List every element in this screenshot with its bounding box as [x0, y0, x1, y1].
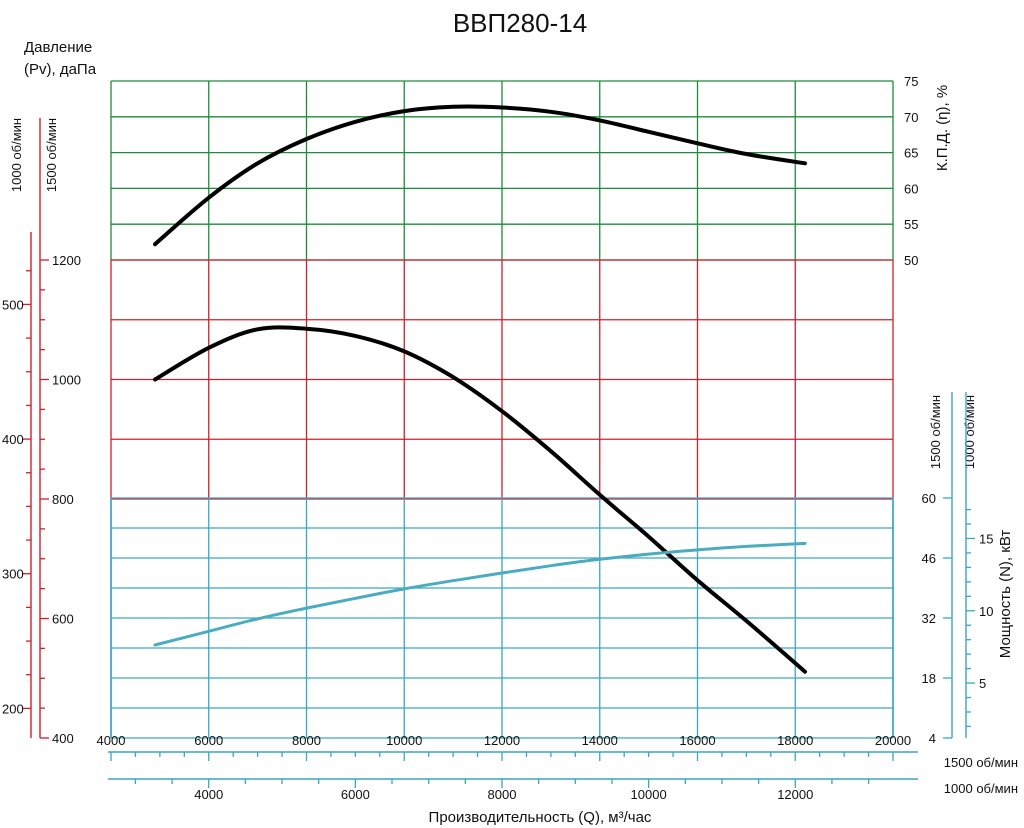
pressure-curve [153, 325, 807, 674]
x-1500-tick-label: 14000 [582, 733, 618, 748]
x-1500-tick-label: 10000 [386, 733, 422, 748]
x-axis-1000-name: 1000 об/мин [944, 781, 1018, 796]
power-1000-tick-label: 15 [979, 531, 993, 546]
efficiency-tick-label: 60 [904, 181, 918, 196]
pressure-axis-title-line2: (Pv), даПа [24, 61, 97, 78]
x-1500-tick-label: 20000 [875, 733, 911, 748]
pressure-1500-tick-label: 1200 [52, 253, 81, 268]
plot-area: 400 600 800 1000 1200 200 300 400 500 50 55 60 65 70 7… [2, 74, 993, 802]
power-scale-1500-name: 1500 об/мин [928, 395, 943, 469]
pressure-1000-tick-label: 400 [2, 432, 24, 447]
efficiency-curve [153, 104, 807, 247]
x-1000-tick-label: 8000 [488, 787, 517, 802]
x-1500-tick-label: 12000 [484, 733, 520, 748]
power-1500-tick-label: 18 [922, 671, 936, 686]
pressure-axis-title-line1: Давление [24, 39, 92, 56]
power-scale-1000-name: 1000 об/мин [962, 395, 977, 469]
x-1500-tick-label: 8000 [292, 733, 321, 748]
x-1000-tick-label: 6000 [341, 787, 370, 802]
pressure-1500-tick-label: 800 [52, 492, 74, 507]
efficiency-tick-label: 55 [904, 217, 918, 232]
efficiency-axis-title: К.П.Д. (η), % [934, 85, 951, 171]
pressure-1000-tick-label: 200 [2, 701, 24, 716]
pressure-scale-1500-name: 1500 об/мин [44, 118, 59, 192]
efficiency-tick-label: 65 [904, 146, 918, 161]
pressure-1500-tick-label: 600 [52, 612, 74, 627]
efficiency-tick-label: 50 [904, 253, 918, 268]
power-1000-tick-label: 10 [979, 604, 993, 619]
x-1000-tick-label: 4000 [194, 787, 223, 802]
power-1000-tick-label: 5 [979, 676, 986, 691]
x-1500-tick-label: 6000 [194, 733, 223, 748]
power-curve [153, 541, 807, 647]
pressure-1500-tick-label: 1000 [52, 373, 81, 388]
pressure-scale-1000-name: 1000 об/мин [9, 118, 24, 192]
x-1500-tick-label: 18000 [777, 733, 813, 748]
pressure-1000-tick-label: 500 [2, 297, 24, 312]
chart-title: ВВП280-14 [453, 8, 587, 38]
power-1500-tick-label: 46 [922, 551, 936, 566]
power-axis-title: Мощность (N), кВт [997, 530, 1014, 659]
pressure-1500-tick-label: 400 [52, 731, 74, 746]
power-1500-tick-label: 4 [929, 731, 936, 746]
power-1500-tick-label: 60 [922, 491, 936, 506]
efficiency-tick-label: 70 [904, 110, 918, 125]
x-1500-tick-label: 16000 [679, 733, 715, 748]
x-1500-tick-label: 4000 [97, 733, 126, 748]
pressure-1000-tick-label: 300 [2, 567, 24, 582]
x-1000-tick-label: 10000 [631, 787, 667, 802]
x-1000-tick-label: 12000 [777, 787, 813, 802]
x-axis-title: Производительность (Q), м³/час [429, 809, 652, 826]
x-axis-1500-name: 1500 об/мин [944, 755, 1018, 770]
power-1500-tick-label: 32 [922, 611, 936, 626]
efficiency-tick-label: 75 [904, 74, 918, 89]
